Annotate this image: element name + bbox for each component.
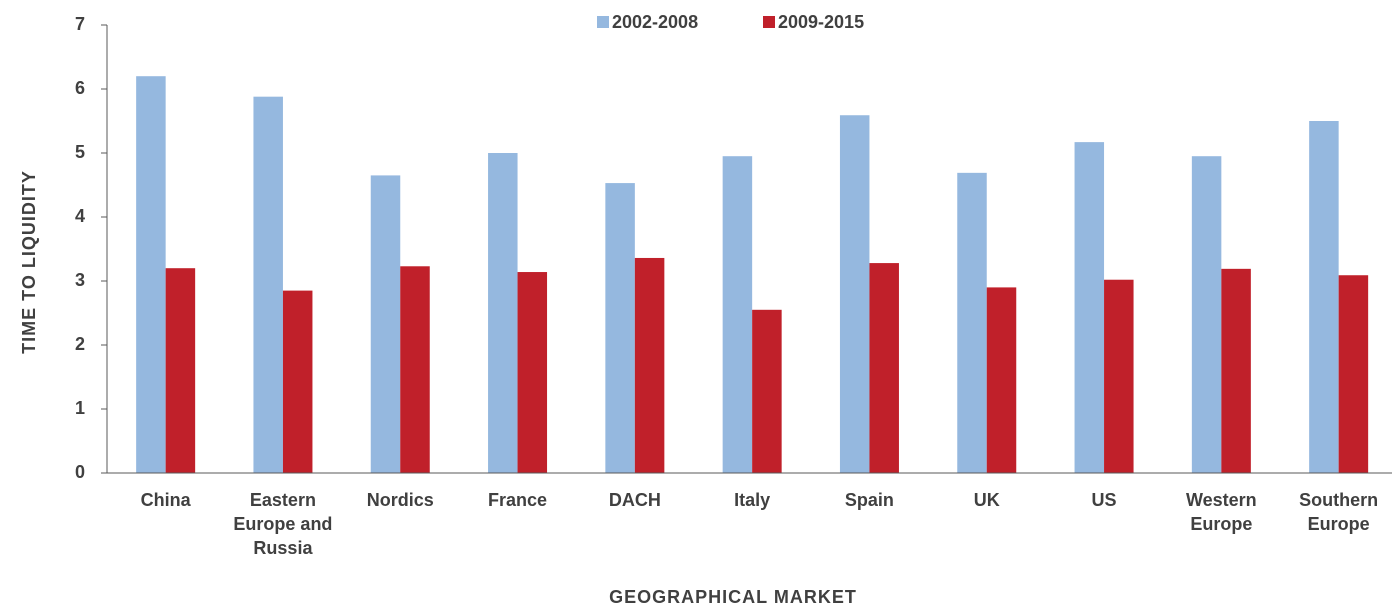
y-tick-label: 5 (75, 142, 85, 162)
y-tick-label: 1 (75, 398, 85, 418)
y-tick-label: 4 (75, 206, 85, 226)
bar (957, 172, 987, 473)
y-tick-label: 2 (75, 334, 85, 354)
bar (839, 115, 870, 474)
x-tick-label: Southern Europe (1299, 490, 1379, 534)
legend-swatch (597, 16, 609, 28)
bar (1191, 156, 1222, 473)
bar (1309, 121, 1339, 473)
bar (488, 153, 518, 473)
y-tick-label: 6 (75, 78, 85, 98)
x-tick-label: Eastern Europe and Russia (233, 490, 333, 558)
bar (1104, 279, 1134, 473)
bar (722, 156, 753, 473)
y-tick-label: 3 (75, 270, 85, 290)
bar (282, 290, 313, 473)
x-tick-label: US (1091, 490, 1117, 510)
bar (370, 175, 401, 473)
y-axis-title: TIME TO LIQUIDITY (19, 170, 39, 354)
bar (752, 309, 782, 473)
bar (1074, 142, 1105, 473)
x-tick-label: China (140, 490, 191, 510)
bar (869, 263, 899, 473)
bar (165, 268, 196, 473)
x-tick-label: DACH (608, 490, 661, 510)
bar (400, 266, 430, 473)
x-tick-label: Italy (734, 490, 771, 510)
x-tick-label: Western Europe (1185, 490, 1257, 534)
x-tick-label: France (488, 490, 548, 510)
x-tick-label: UK (973, 490, 1000, 510)
bar (1338, 275, 1369, 473)
x-tick-label: Nordics (366, 490, 434, 510)
x-axis-title: GEOGRAPHICAL MARKET (609, 587, 857, 607)
y-tick-label: 0 (75, 462, 85, 482)
bar (986, 287, 1017, 473)
legend-label: 2002-2008 (612, 12, 698, 32)
bar (605, 183, 635, 473)
bar (1221, 268, 1251, 473)
legend-label: 2009-2015 (778, 12, 864, 32)
x-tick-label: Spain (844, 490, 894, 510)
bar (253, 96, 283, 474)
y-tick-label: 7 (75, 14, 85, 34)
bar (634, 257, 665, 473)
bar (517, 272, 548, 473)
legend-swatch (763, 16, 775, 28)
bar (136, 76, 166, 473)
